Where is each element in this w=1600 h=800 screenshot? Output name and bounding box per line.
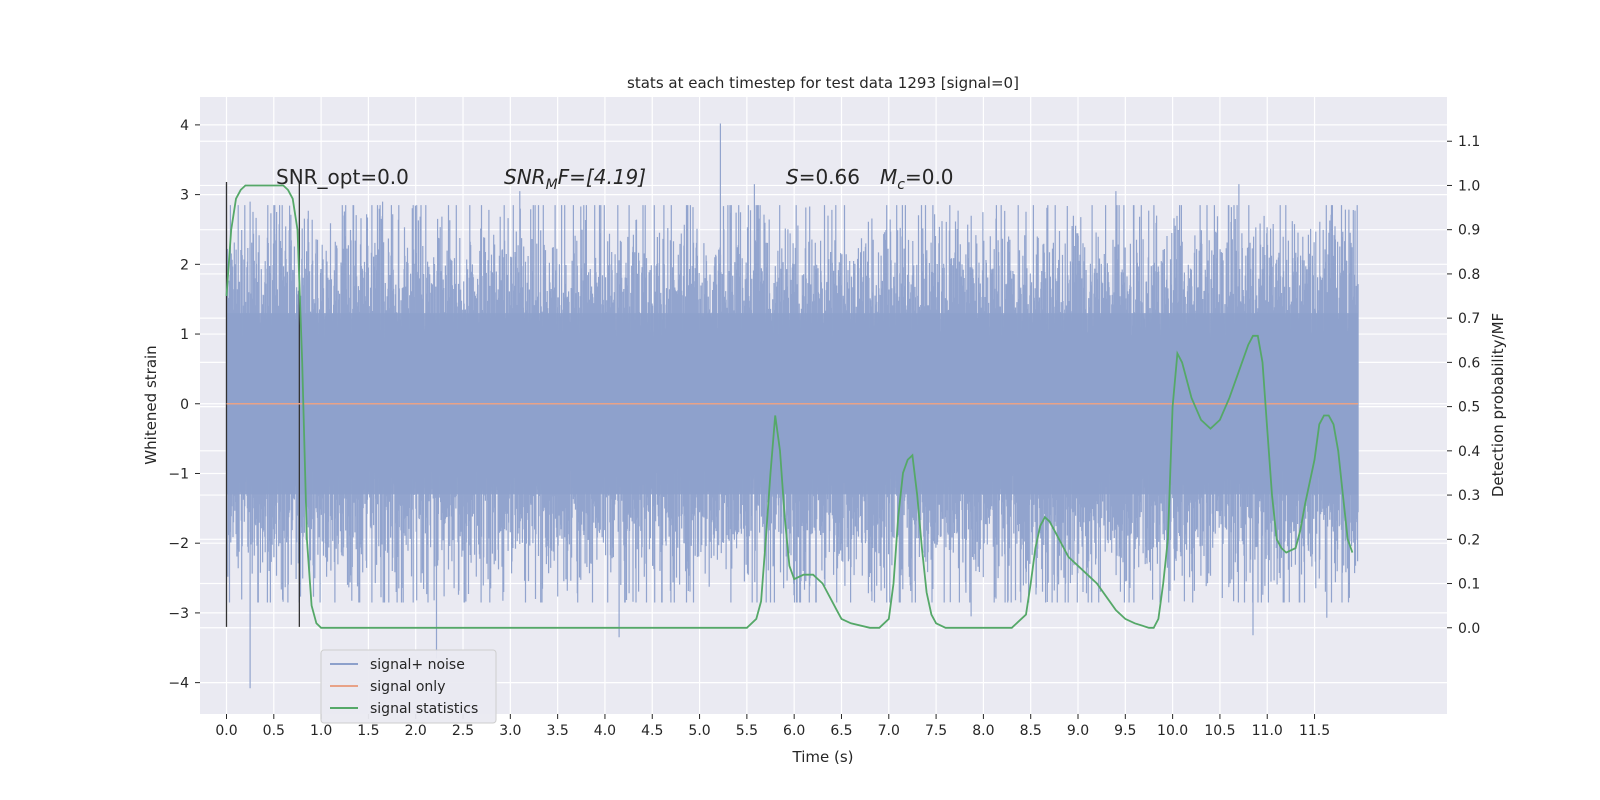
- x-tick-label: 11.5: [1299, 723, 1330, 739]
- x-tick-label: 3.0: [499, 723, 521, 739]
- annotation-s-base: S: [786, 165, 799, 189]
- x-tick-label: 0.5: [263, 723, 285, 739]
- legend: signal+ noise signal only signal statist…: [320, 649, 497, 724]
- x-tick-label: 8.5: [1020, 723, 1042, 739]
- y-right-tick-label: 0.8: [1458, 267, 1480, 283]
- y-right-tick-label: 0.5: [1458, 400, 1480, 416]
- y-right-tick-label: 1.0: [1458, 178, 1480, 194]
- y-left-tick-label: 2: [180, 257, 189, 273]
- legend-label-noise: signal+ noise: [370, 657, 465, 673]
- x-axis-ticks: 0.0 0.5 1.0 1.5 2.0 2.5 3.0 3.5 4.0 4.5 5.0 5.5 6.0 6…: [215, 714, 1330, 739]
- y-left-tick-label: −3: [168, 606, 189, 622]
- x-tick-label: 1.5: [357, 723, 379, 739]
- annotation-snr-opt: SNR_opt=0.0: [276, 165, 409, 189]
- x-tick-label: 5.0: [688, 723, 710, 739]
- x-tick-label: 6.5: [830, 723, 852, 739]
- y-left-tick-label: 1: [180, 327, 189, 343]
- x-tick-label: 10.5: [1204, 723, 1235, 739]
- x-tick-label: 11.0: [1252, 723, 1283, 739]
- legend-label-signal-only: signal only: [370, 679, 445, 695]
- x-tick-label: 0.0: [215, 723, 237, 739]
- y-left-tick-label: −2: [168, 536, 189, 552]
- y-axis-right-ticks: 1.1 1.0 0.9 0.8 0.7 0.6 0.5 0.4 0.3 0.2 0.1 0.0: [1447, 134, 1480, 637]
- annotation-mc: Mc=0.0: [880, 165, 954, 193]
- y-right-tick-label: 0.0: [1458, 621, 1480, 637]
- y-left-tick-label: −4: [168, 676, 189, 692]
- x-axis-label: Time (s): [792, 748, 854, 766]
- x-tick-label: 9.5: [1114, 723, 1136, 739]
- annotation-snr-mf-sub: M: [546, 177, 558, 193]
- x-tick-label: 8.0: [972, 723, 994, 739]
- y-left-tick-label: 0: [180, 397, 189, 413]
- x-tick-label: 6.0: [783, 723, 805, 739]
- x-tick-label: 7.5: [925, 723, 947, 739]
- annotation-mc-sub: c: [897, 177, 905, 193]
- y-axis-left-ticks: 4 3 2 1 0 −1 −2 −3 −4: [168, 118, 200, 692]
- x-tick-label: 1.0: [310, 723, 332, 739]
- annotation-snr-mf: SNRMF=[4.19]: [504, 165, 646, 193]
- x-tick-label: 10.0: [1157, 723, 1188, 739]
- y-right-tick-label: 0.7: [1458, 311, 1480, 327]
- x-tick-label: 7.0: [878, 723, 900, 739]
- y-axis-left-label: Whitened strain: [142, 345, 160, 464]
- y-left-tick-label: −1: [168, 466, 189, 482]
- y-axis-right-label: Detection probability/MF: [1489, 313, 1507, 497]
- x-tick-label: 3.5: [547, 723, 569, 739]
- y-right-tick-label: 0.4: [1458, 444, 1480, 460]
- y-right-tick-label: 0.2: [1458, 532, 1480, 548]
- y-right-tick-label: 0.6: [1458, 355, 1480, 371]
- x-tick-label: 4.5: [641, 723, 663, 739]
- legend-label-statistics: signal statistics: [370, 701, 478, 717]
- y-left-tick-label: 4: [180, 118, 189, 134]
- y-right-tick-label: 0.9: [1458, 223, 1480, 239]
- annotation-mc-base: M: [880, 165, 897, 189]
- annotation-snr-mf-base: SNR: [504, 165, 546, 189]
- annotation-s-value: =0.66: [799, 165, 860, 189]
- y-left-tick-label: 3: [180, 188, 189, 204]
- annotation-snr-mf-rest-f: F=[4.19]: [558, 165, 646, 189]
- x-tick-label: 2.0: [405, 723, 427, 739]
- legend-box: [320, 649, 497, 724]
- x-tick-label: 5.5: [736, 723, 758, 739]
- annotation-s: S=0.66: [786, 165, 860, 189]
- y-right-tick-label: 0.1: [1458, 577, 1480, 593]
- x-tick-label: 4.0: [594, 723, 616, 739]
- series-signal-statistics: [225, 184, 1354, 629]
- y-right-tick-label: 1.1: [1458, 134, 1480, 150]
- x-tick-label: 2.5: [452, 723, 474, 739]
- x-tick-label: 9.0: [1067, 723, 1089, 739]
- annotation-mc-value: =0.0: [905, 165, 954, 189]
- statistics-line: [225, 184, 1354, 629]
- chart-title: stats at each timestep for test data 129…: [627, 74, 1019, 92]
- y-right-tick-label: 0.3: [1458, 488, 1480, 504]
